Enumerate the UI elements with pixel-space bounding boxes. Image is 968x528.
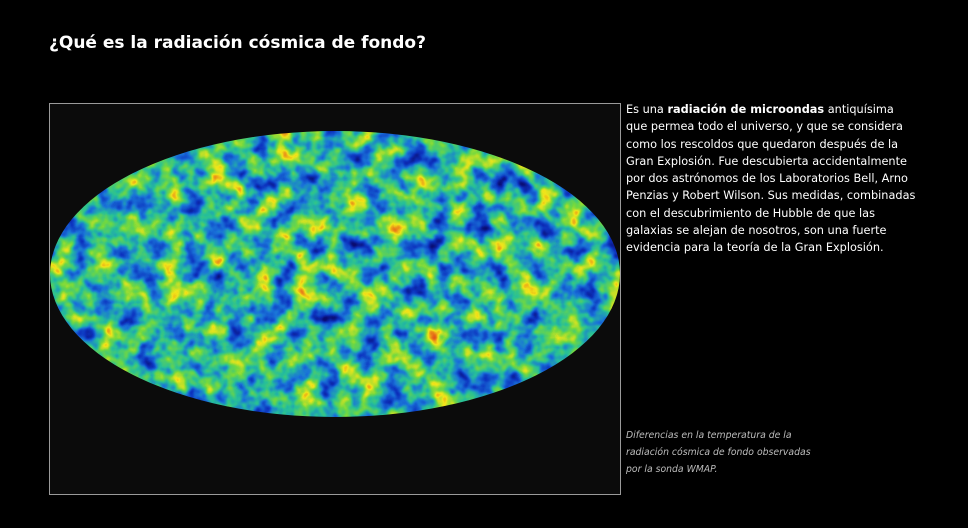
page-title: ¿Qué es la radiación cósmica de fondo? (49, 33, 426, 53)
text: Es una (626, 103, 668, 116)
cmb-map-image (49, 103, 621, 495)
description: Es una radiación de microondas antiquísi… (626, 101, 918, 257)
text-bold: radiación de microondas (667, 103, 825, 116)
image-caption: Diferencias en la temperatura de la radi… (626, 430, 811, 476)
text: antiquísima que permea todo el universo,… (626, 103, 916, 255)
sky-map (50, 131, 620, 417)
